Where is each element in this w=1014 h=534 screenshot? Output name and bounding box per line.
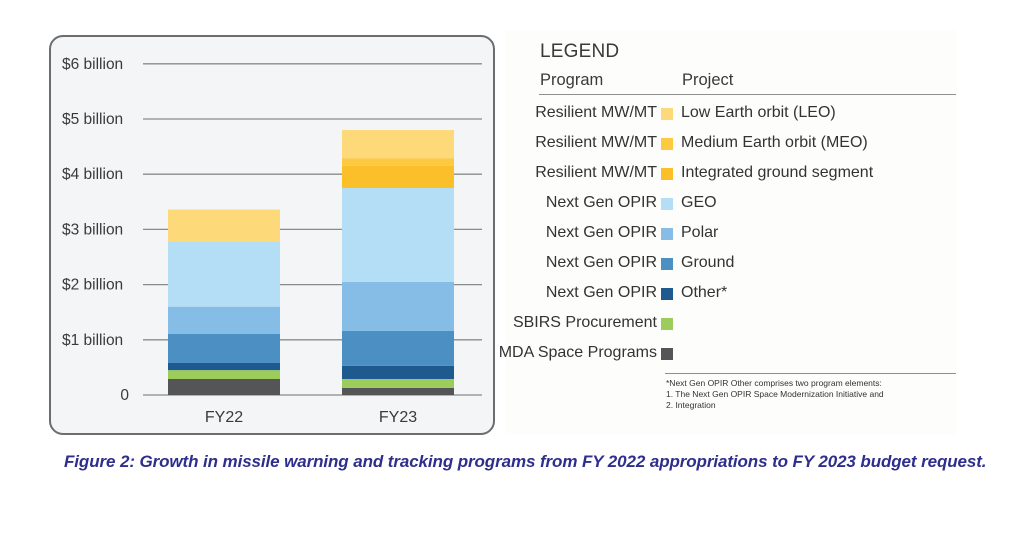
x-tick-label: FY23 [379, 409, 417, 426]
bar-segment [342, 378, 454, 388]
legend-header-divider [539, 94, 956, 95]
legend-program-label: Next Gen OPIR [545, 284, 657, 301]
legend-footnote: *Next Gen OPIR Other comprises two progr… [666, 378, 884, 411]
bar-segment [342, 130, 454, 159]
legend-project-label: Other* [681, 284, 728, 301]
bar-segment [168, 362, 280, 371]
bar-segment [342, 365, 454, 379]
legend-program-label: Next Gen OPIR [545, 194, 657, 211]
bar-segment [168, 241, 280, 307]
bar-stack-fy22 [168, 209, 280, 395]
legend-project-label: Medium Earth orbit (MEO) [681, 134, 868, 151]
y-tick-label: $2 billion [62, 277, 123, 294]
bar-segment [342, 188, 454, 282]
legend-project-label: Low Earth orbit (LEO) [681, 104, 836, 121]
stacked-bar-chart: 0 $1 billion $2 billion $3 billion $4 billio… [62, 56, 482, 426]
legend-item: Next Gen OPIR Other* [505, 284, 957, 306]
y-tick-label: $5 billion [62, 111, 123, 128]
legend-swatch [661, 348, 673, 360]
legend-swatch [661, 138, 673, 150]
footnote-line: 1. The Next Gen OPIR Space Modernization… [666, 389, 884, 399]
legend-swatch [661, 168, 673, 180]
legend-program-label: Resilient MW/MT [535, 164, 657, 181]
legend-project-header: Project [682, 71, 734, 89]
bars [168, 130, 454, 395]
legend-program-label: SBIRS Procurement [512, 314, 657, 331]
bar-segment [168, 209, 280, 242]
y-tick-label: 0 [120, 387, 129, 404]
footnote-line: 2. Integration [666, 400, 716, 410]
x-tick-label: FY22 [205, 409, 243, 426]
legend-item: Resilient MW/MT Low Earth orbit (LEO) [505, 104, 957, 126]
legend-swatch [661, 318, 673, 330]
bar-segment [168, 378, 280, 395]
legend: LEGEND Program Project Resilient MW/MT Lo… [499, 30, 957, 435]
legend-swatch [661, 288, 673, 300]
legend-program-header: Program [540, 71, 604, 89]
legend-item: MDA Space Programs [499, 344, 957, 366]
legend-program-label: Next Gen OPIR [545, 254, 657, 271]
legend-swatch [661, 258, 673, 270]
bar-segment [342, 165, 454, 188]
legend-item: SBIRS Procurement [505, 314, 957, 336]
bar-segment [342, 330, 454, 366]
legend-item: Resilient MW/MT Integrated ground segment [505, 164, 957, 186]
legend-program-label: Next Gen OPIR [545, 224, 657, 241]
y-tick-label: $6 billion [62, 56, 123, 73]
legend-swatch [661, 198, 673, 210]
bar-segment [168, 306, 280, 334]
bar-segment [168, 370, 280, 379]
legend-program-label: Resilient MW/MT [535, 134, 657, 151]
y-tick-label: $3 billion [62, 221, 123, 238]
bar-segment [342, 387, 454, 395]
legend-item: Resilient MW/MT Medium Earth orbit (MEO) [505, 134, 957, 156]
y-tick-label: $1 billion [62, 332, 123, 349]
legend-item: Next Gen OPIR GEO [505, 194, 957, 216]
chart-panel: 0 $1 billion $2 billion $3 billion $4 billio… [49, 35, 495, 435]
bar-segment [168, 333, 280, 363]
legend-item: Next Gen OPIR Ground [505, 254, 957, 276]
bar-segment [342, 281, 454, 331]
legend-swatch [661, 228, 673, 240]
bar-stack-fy23 [342, 130, 454, 395]
legend-project-label: Integrated ground segment [681, 164, 874, 181]
legend-program-label: Resilient MW/MT [535, 104, 657, 121]
footnote-divider [665, 373, 956, 374]
legend-project-label: GEO [681, 194, 717, 211]
legend-title: LEGEND [540, 41, 620, 62]
y-axis-tick-labels: 0 $1 billion $2 billion $3 billion $4 billio… [62, 56, 129, 404]
y-tick-label: $4 billion [62, 166, 123, 183]
bar-segment [342, 158, 454, 166]
figure-caption: Figure 2: Growth in missile warning and … [64, 452, 987, 471]
legend-program-label: MDA Space Programs [498, 344, 657, 361]
x-axis-tick-labels: FY22 FY23 [205, 409, 417, 426]
legend-item: Next Gen OPIR Polar [505, 224, 957, 246]
footnote-line: *Next Gen OPIR Other comprises two progr… [666, 378, 882, 388]
legend-swatch [661, 108, 673, 120]
legend-project-label: Polar [681, 224, 719, 241]
legend-project-label: Ground [681, 254, 735, 271]
